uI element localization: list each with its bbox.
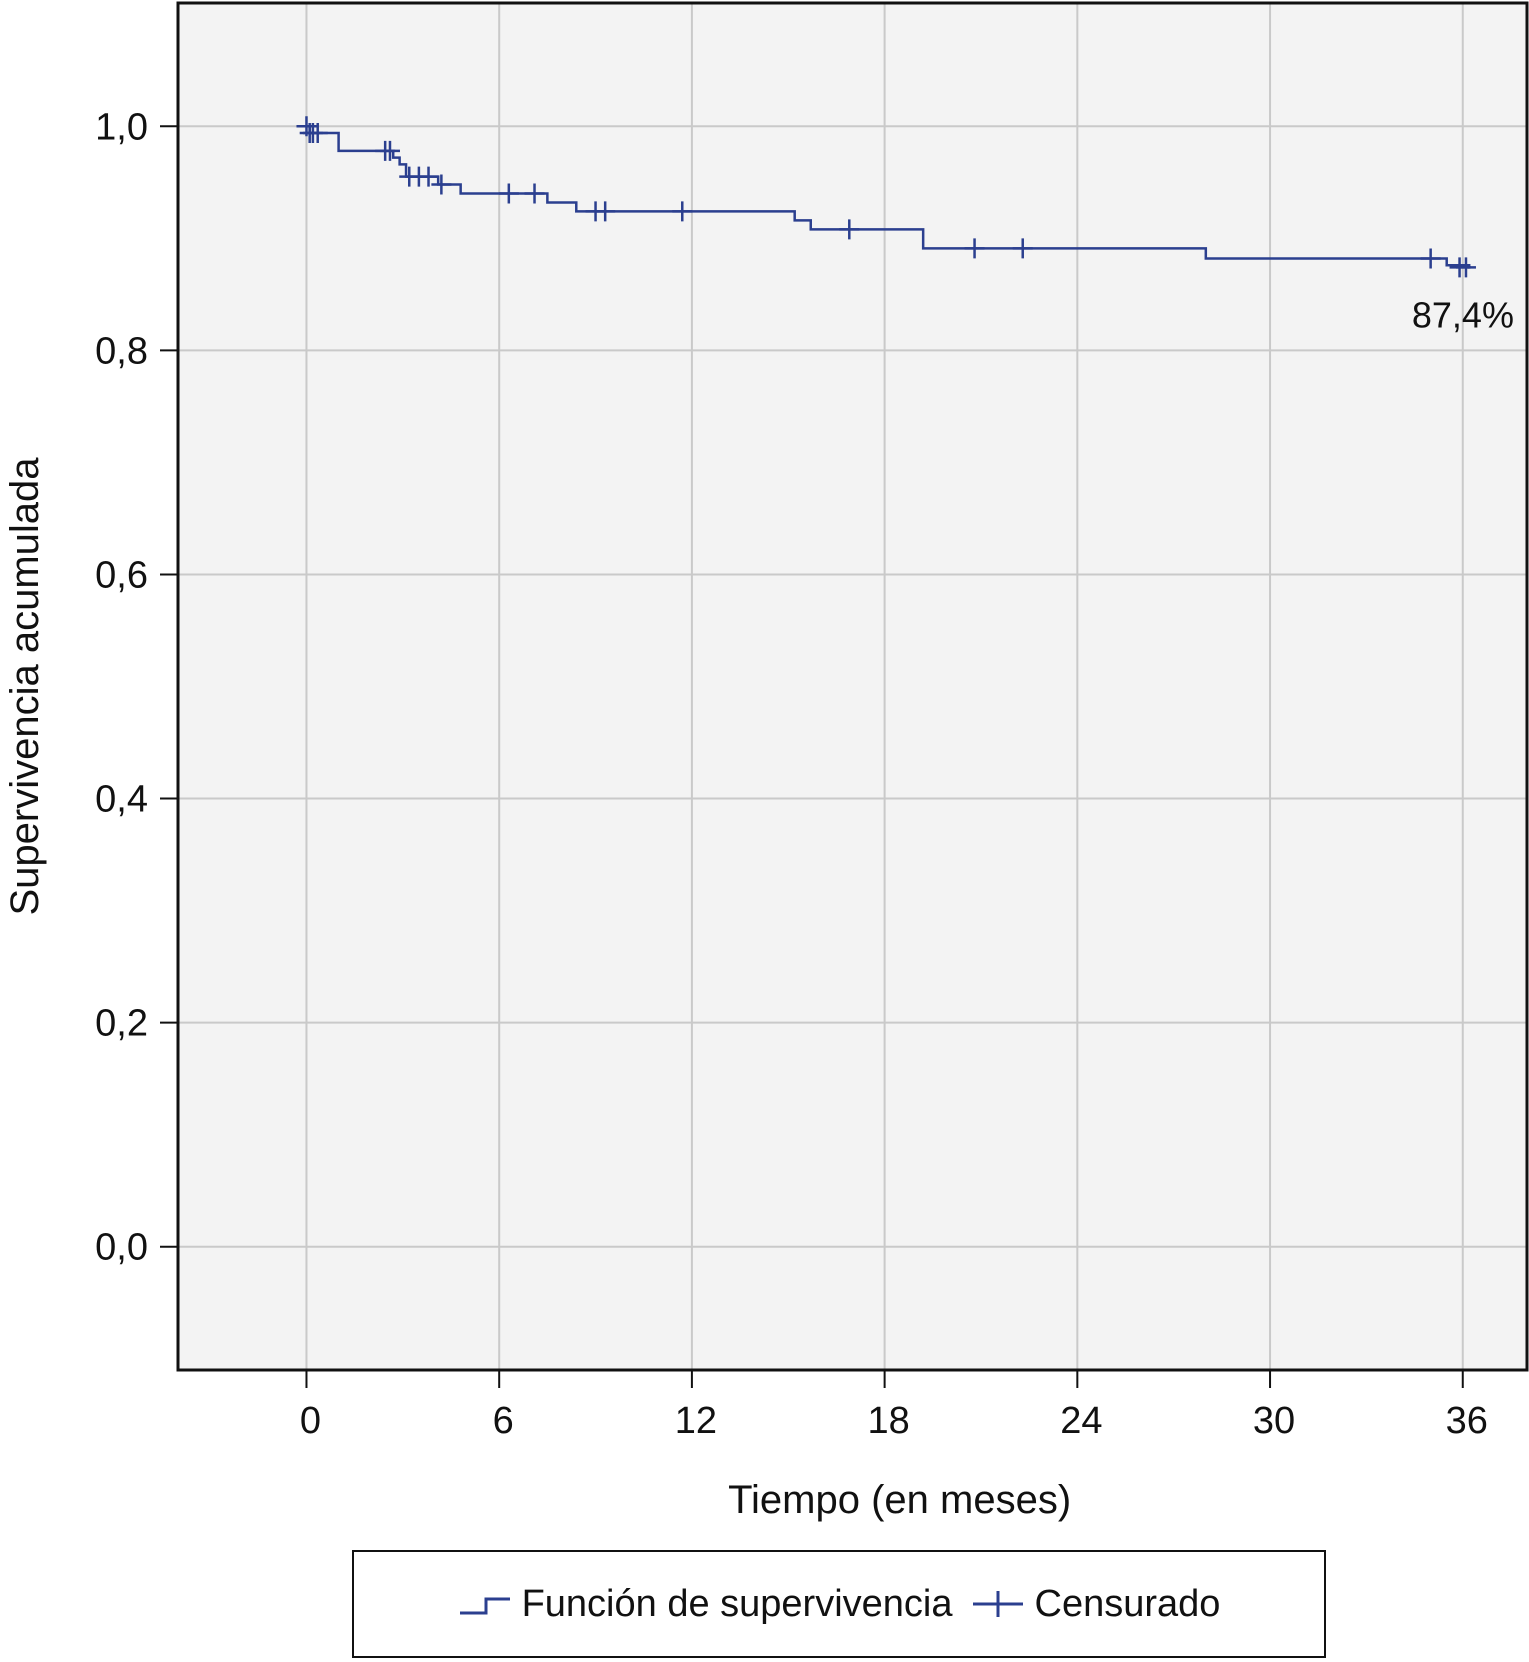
censored-marker xyxy=(964,238,985,259)
x-axis: 0 6 12 18 24 30 36 xyxy=(300,1370,1488,1442)
annotations: 87,4% xyxy=(1412,294,1514,335)
y-axis: 0,0 0,2 0,4 0,6 0,8 1,0 xyxy=(95,106,178,1269)
x-tick-label: 24 xyxy=(1060,1400,1102,1442)
legend-label-censored: Censurado xyxy=(1034,1582,1221,1625)
legend-item-censored: Censurado xyxy=(971,1582,1221,1626)
y-tick-label: 0,0 xyxy=(95,1227,148,1269)
y-axis-title: Supervivencia acumulada xyxy=(3,457,47,916)
x-tick-label: 30 xyxy=(1253,1400,1295,1442)
censored-marker xyxy=(418,166,439,187)
x-tick-label: 12 xyxy=(675,1400,717,1442)
y-tick-label: 0,4 xyxy=(95,779,148,821)
x-tick-label: 0 xyxy=(300,1400,321,1442)
chart: 0,0 0,2 0,4 0,6 0,8 1,0 0 6 12 18 24 30 36 Superviv… xyxy=(3,1,1529,1522)
legend-item-survival: Función de supervivencia xyxy=(458,1583,953,1626)
censored-marker xyxy=(595,201,616,222)
legend: Función de supervivencia Censurado xyxy=(352,1550,1326,1658)
plot-frame xyxy=(176,1,1529,1372)
plus-marker-icon xyxy=(972,1591,1023,1617)
y-tick-label: 1,0 xyxy=(95,106,148,148)
censored-marker xyxy=(1420,248,1441,269)
x-tick-label: 18 xyxy=(867,1400,909,1442)
legend-label-survival: Función de supervivencia xyxy=(521,1582,953,1625)
censored-marker xyxy=(1455,257,1476,278)
series-group xyxy=(296,116,1476,278)
step-line-icon xyxy=(459,1597,510,1615)
censored-marker xyxy=(498,183,519,204)
y-tick-label: 0,8 xyxy=(95,330,148,372)
censored-marker xyxy=(839,219,860,240)
annotation-label: 87,4% xyxy=(1412,294,1514,335)
grid-lines xyxy=(178,3,1527,1370)
censored-marker xyxy=(524,183,545,204)
censored-marker xyxy=(672,201,693,222)
y-tick-label: 0,6 xyxy=(95,554,148,596)
plot-area xyxy=(178,3,1527,1370)
censored-marker xyxy=(1012,238,1033,259)
x-tick-label: 6 xyxy=(493,1400,514,1442)
x-axis-title: Tiempo (en meses) xyxy=(728,1478,1071,1522)
censored-marker xyxy=(307,122,328,143)
x-tick-label: 36 xyxy=(1446,1400,1488,1442)
censored-marker xyxy=(379,140,400,161)
y-tick-label: 0,2 xyxy=(95,1003,148,1045)
censored-marker xyxy=(431,174,452,195)
